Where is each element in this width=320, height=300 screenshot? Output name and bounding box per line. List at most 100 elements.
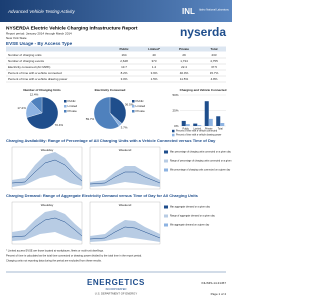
panel-title: Weekend [119, 148, 132, 152]
legend-label: Limited [68, 104, 78, 108]
legend-label: Range of aggregate demand on a given day [170, 215, 216, 218]
slice-label: 12.4% [30, 92, 39, 96]
table-header-bg [6, 46, 226, 52]
legend-swatch [164, 168, 168, 172]
legend-swatch [164, 205, 168, 209]
usage-table: Public Limited* Private Total Number of char… [6, 46, 226, 83]
cell: 11.5% [180, 77, 189, 81]
period: Report period: January 2014 through Marc… [6, 31, 72, 35]
header-band [0, 0, 232, 22]
cell: 4.8% [211, 77, 218, 81]
lab-name: Idaho National Laboratory [199, 8, 230, 12]
panel-title: Weekday [41, 203, 54, 207]
legend-label: Private [136, 109, 146, 113]
pie-slice [93, 96, 120, 130]
usage-heading: EVSE Usage - By Access Type [6, 41, 73, 46]
panel-title: Weekday [41, 148, 54, 152]
cell: 37.5 [211, 65, 217, 69]
row-label: Electricity consumed (AC MWh) [8, 65, 50, 69]
cell: 373 [151, 59, 156, 63]
title: NYSERDA Electric Vehicle Charging Infras… [6, 25, 138, 31]
legend-swatch [164, 150, 168, 154]
x-tick-label: Private [205, 128, 213, 131]
legend-swatch [64, 105, 67, 108]
bar [216, 116, 221, 126]
cell: 1.5% [151, 77, 158, 81]
column-header: Limited* [148, 47, 161, 51]
legend-label: Percent of time with a vehicle drawing p… [176, 134, 222, 137]
bar [208, 118, 213, 126]
median-line [89, 171, 161, 185]
legend-label: Private [68, 109, 78, 113]
column-header: Private [179, 47, 189, 51]
bar [197, 125, 202, 126]
panel-title: Weekend [119, 203, 132, 207]
cell: 3.0% [121, 77, 128, 81]
charts: Number of Charging Units 70.4% Public 17.2%… [17, 88, 226, 137]
legend-label: Range of percentage of charging units co… [170, 160, 232, 163]
legend-swatch [172, 133, 175, 137]
page-number: Page 1 of 4 [211, 292, 227, 296]
legend-label: Limited [136, 104, 146, 108]
row-label: Number of charging units [8, 53, 42, 57]
legend-swatch [132, 105, 135, 108]
legend-label: Percent of time with a vehicle connected [176, 130, 218, 133]
lab: INL [182, 7, 195, 16]
x-tick-label: Total [218, 128, 224, 131]
page: Advanced Vehicle Testing Activity INL Id… [0, 0, 232, 296]
y-tick-label: 0% [174, 124, 179, 128]
bar [193, 123, 198, 126]
legend-swatch [164, 214, 168, 218]
slice-label: 36.5% [125, 103, 134, 107]
bar [220, 123, 225, 126]
program: Advanced Vehicle Testing Activity [7, 9, 76, 14]
bar [185, 124, 190, 126]
x-tick-label: Public [182, 128, 189, 131]
legend-label: Max aggregate demand on a given day [170, 206, 211, 209]
pie-title: Electricity Consumed [95, 88, 126, 92]
median-line [11, 159, 83, 184]
bar [181, 120, 186, 126]
legend-label: Min percentage of charging units connect… [170, 169, 231, 172]
column-header: Public [119, 47, 128, 51]
energetics-sub: INCORPORATED [106, 287, 127, 291]
demand-heading: Charging Demand: Range of Aggregate Elec… [6, 193, 199, 198]
cell: 1.4 [152, 65, 157, 69]
column-header: Total [211, 47, 218, 51]
median-line [11, 217, 83, 238]
legend-label: Public [136, 99, 145, 103]
legend-swatch [164, 159, 168, 163]
legend-swatch [172, 129, 175, 133]
legend-swatch [132, 110, 135, 113]
footnote: Percent of time is calculated as the tot… [6, 254, 142, 258]
footnotes: * Limited access EVSE are those located … [6, 249, 142, 263]
legend-swatch [64, 110, 67, 113]
cell: 164 [121, 53, 126, 57]
slice-label: 3.7% [121, 126, 128, 130]
legend-swatch [64, 100, 67, 103]
energetics-logo: ENERGETICS [87, 278, 145, 287]
logo: nyserda [180, 25, 226, 39]
cell: 1,734 [180, 59, 188, 63]
pie-slice [109, 96, 127, 124]
slice-label: 59.7% [86, 117, 95, 121]
footnote: Charging units not reporting data during… [6, 259, 102, 263]
doc-id: INL/MIS-14-31457 [201, 281, 226, 285]
cell: 15.7% [210, 71, 219, 75]
legend-label: Max percentage of charging units connect… [170, 151, 232, 154]
cell: 2,648 [120, 59, 128, 63]
agency: U.S. DEPARTMENT OF ENERGY [95, 292, 138, 296]
region: New York State [6, 36, 27, 40]
bar [204, 101, 209, 126]
cell: 29 [182, 53, 186, 57]
legend-label: Public [68, 99, 77, 103]
slice-label: 17.2% [17, 106, 26, 110]
availability-panels: Weekday Weekend Max percentage of chargi… [11, 146, 232, 190]
legend-swatch [164, 223, 168, 227]
row-label: Percent of time with a vehicle connected [8, 71, 62, 75]
cell: 22.4 [181, 65, 187, 69]
availability-heading: Charging Availability: Range of Percenta… [6, 138, 216, 143]
legend-label: Min aggregate demand on a given day [170, 224, 210, 227]
y-tick-label: 50% [172, 93, 178, 97]
cell: 40.0% [180, 71, 189, 75]
